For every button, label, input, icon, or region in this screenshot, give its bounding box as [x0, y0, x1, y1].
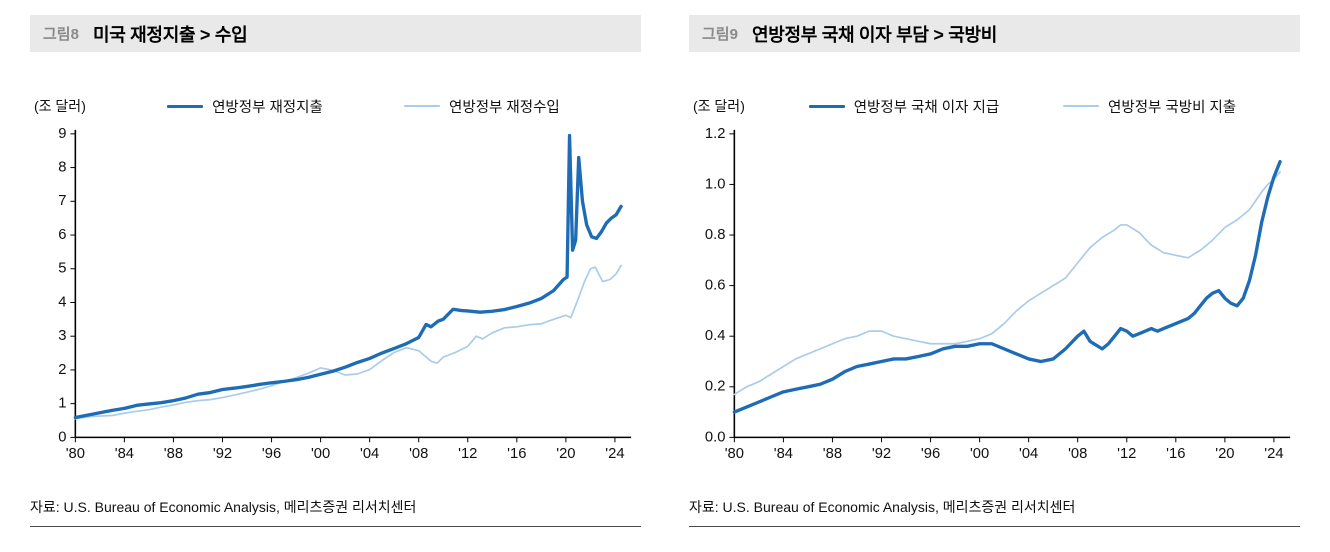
- svg-text:'80: '80: [725, 446, 744, 462]
- svg-text:'92: '92: [213, 446, 232, 462]
- svg-text:5: 5: [58, 261, 66, 277]
- chart-area: 0.0 0.2 0.4 0.6 0.8 1.0 1.2 '80 '84 '88 '92 '96 '00 '…: [689, 124, 1300, 471]
- legend-line-swatch: [1063, 105, 1100, 107]
- svg-text:'96: '96: [262, 446, 281, 462]
- chart-legend: 연방정부 재정지출 연방정부 재정수입: [86, 96, 641, 117]
- svg-text:'12: '12: [458, 446, 477, 462]
- svg-text:'96: '96: [921, 446, 940, 462]
- svg-text:0.4: 0.4: [705, 328, 726, 344]
- svg-text:'92: '92: [872, 446, 891, 462]
- svg-text:8: 8: [58, 159, 66, 175]
- svg-text:'20: '20: [1215, 446, 1234, 462]
- line-chart: 0.0 0.2 0.4 0.6 0.8 1.0 1.2 '80 '84 '88 '92 '96 '00 '…: [705, 126, 1291, 462]
- svg-text:0.0: 0.0: [705, 429, 726, 445]
- figure9-panel: 그림9 연방정부 국채 이자 부담 > 국방비 (조 달러) 연방정부 국채 이…: [689, 15, 1300, 527]
- svg-text:2: 2: [58, 362, 66, 378]
- svg-text:'04: '04: [360, 446, 379, 462]
- svg-text:0.8: 0.8: [705, 227, 726, 243]
- figure-number: 그림9: [702, 26, 738, 43]
- svg-text:'88: '88: [823, 446, 842, 462]
- chart-area: 0 1 2 3 4 5 6 7 8 9 '80 '84 '88 '92 '96 '00 '04 '08 '12 '16…: [30, 124, 641, 471]
- line-chart: 0 1 2 3 4 5 6 7 8 9 '80 '84 '88 '92 '96 '00 '04 '08 '12 '16…: [58, 126, 632, 462]
- svg-text:4: 4: [58, 294, 66, 310]
- legend-label: 연방정부 국방비 지출: [1108, 99, 1237, 116]
- legend-label: 연방정부 재정수입: [449, 99, 560, 116]
- svg-text:'04: '04: [1019, 446, 1038, 462]
- svg-text:1: 1: [58, 396, 66, 412]
- legend-item-revenue: 연방정부 재정수입: [404, 96, 560, 117]
- figure9-header: 그림9 연방정부 국채 이자 부담 > 국방비: [689, 15, 1300, 52]
- svg-text:'12: '12: [1117, 446, 1136, 462]
- legend-line-swatch: [404, 105, 441, 107]
- legend-item-defense: 연방정부 국방비 지출: [1063, 96, 1236, 117]
- figure8-header: 그림8 미국 재정지출 > 수입: [30, 15, 641, 52]
- axis-unit-label: (조 달러): [34, 98, 86, 114]
- legend-label: 연방정부 재정지출: [212, 99, 323, 116]
- legend-row: (조 달러) 연방정부 재정지출 연방정부 재정수입: [30, 94, 641, 118]
- figure8-panel: 그림8 미국 재정지출 > 수입 (조 달러) 연방정부 재정지출 연방정부 재…: [30, 15, 641, 527]
- svg-text:'24: '24: [1264, 446, 1283, 462]
- svg-text:3: 3: [58, 328, 66, 344]
- svg-text:'84: '84: [115, 446, 134, 462]
- legend-row: (조 달러) 연방정부 국채 이자 지급 연방정부 국방비 지출: [689, 94, 1300, 118]
- svg-text:0: 0: [58, 429, 66, 445]
- svg-text:'20: '20: [556, 446, 575, 462]
- source-note: 자료: U.S. Bureau of Economic Analysis, 메리…: [689, 497, 1300, 527]
- svg-text:'16: '16: [1166, 446, 1185, 462]
- legend-item-spending: 연방정부 재정지출: [167, 96, 323, 117]
- svg-text:7: 7: [58, 193, 66, 209]
- svg-text:'80: '80: [66, 446, 85, 462]
- report-figures-page: 그림8 미국 재정지출 > 수입 (조 달러) 연방정부 재정지출 연방정부 재…: [30, 15, 1300, 527]
- svg-text:'84: '84: [774, 446, 793, 462]
- legend-item-interest: 연방정부 국채 이자 지급: [808, 96, 1000, 117]
- source-note: 자료: U.S. Bureau of Economic Analysis, 메리…: [30, 497, 641, 527]
- legend-label: 연방정부 국채 이자 지급: [853, 99, 1000, 116]
- svg-text:1.0: 1.0: [705, 176, 726, 192]
- chart-legend: 연방정부 국채 이자 지급 연방정부 국방비 지출: [745, 96, 1300, 117]
- svg-text:'08: '08: [409, 446, 428, 462]
- figure-number: 그림8: [43, 26, 79, 43]
- svg-text:0.2: 0.2: [705, 379, 726, 395]
- legend-line-swatch: [167, 104, 204, 108]
- svg-text:0.6: 0.6: [705, 278, 726, 294]
- svg-text:1.2: 1.2: [705, 126, 726, 142]
- axis-unit-label: (조 달러): [693, 98, 745, 114]
- figure-title: 미국 재정지출 > 수입: [92, 24, 248, 45]
- svg-text:'88: '88: [164, 446, 183, 462]
- figure-title: 연방정부 국채 이자 부담 > 국방비: [751, 24, 998, 45]
- svg-text:9: 9: [58, 126, 66, 142]
- svg-text:'08: '08: [1068, 446, 1087, 462]
- svg-text:'16: '16: [507, 446, 526, 462]
- svg-text:'00: '00: [970, 446, 989, 462]
- svg-text:'24: '24: [605, 446, 624, 462]
- svg-text:6: 6: [58, 227, 66, 243]
- svg-text:'00: '00: [311, 446, 330, 462]
- legend-line-swatch: [808, 104, 845, 108]
